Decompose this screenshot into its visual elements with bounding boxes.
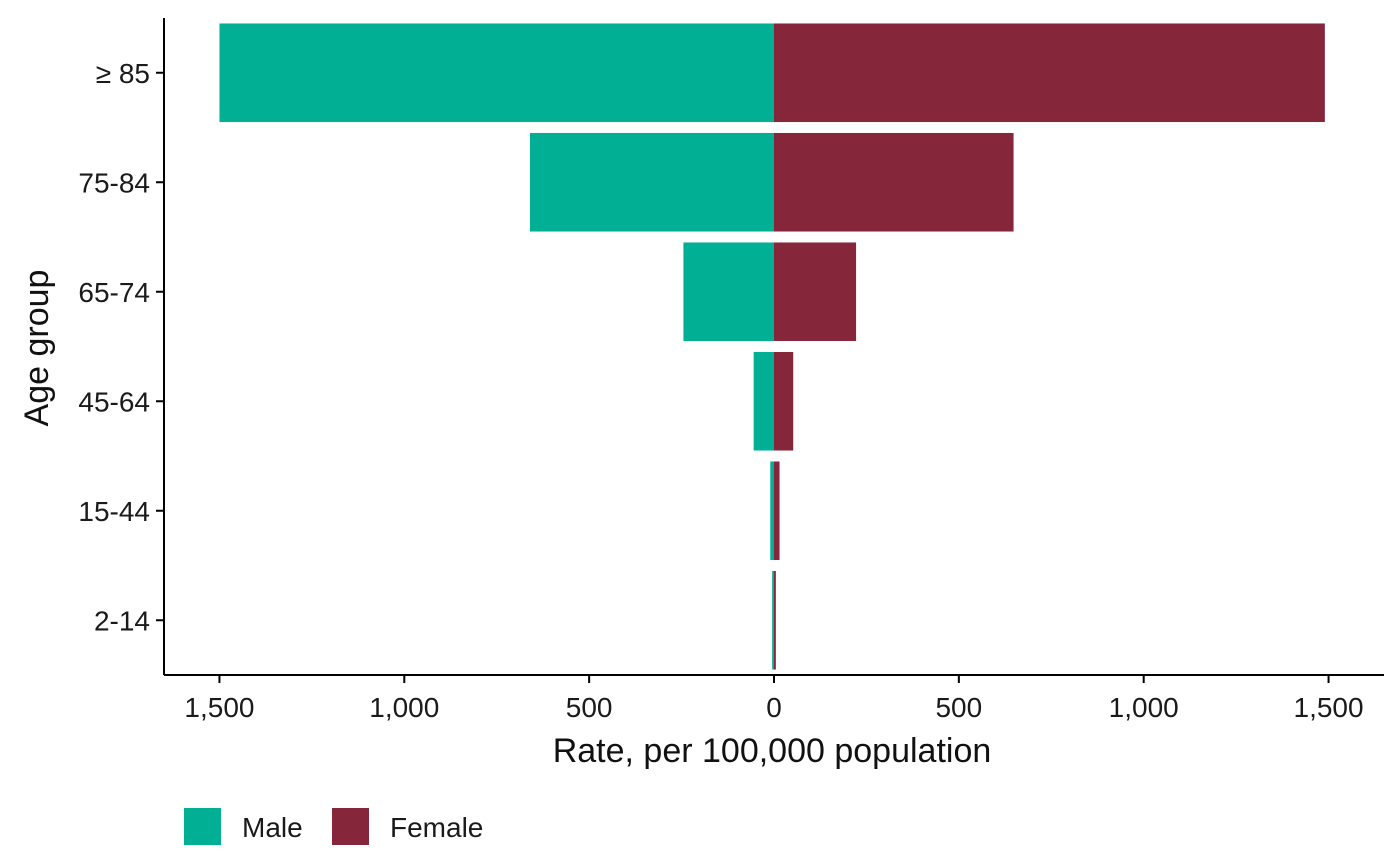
bar-female-2 [774,351,794,451]
legend-swatch-male [184,808,221,845]
bar-female-1 [774,461,780,561]
bar-female-3 [774,242,857,342]
y-tick-label: 2-14 [94,605,150,636]
legend: Male Female [184,808,483,845]
bar-male-3 [683,242,774,342]
bar-female-4 [774,132,1014,232]
x-tick-label: 1,500 [184,692,254,723]
bar-male-1 [770,461,774,561]
legend-label-male: Male [242,812,303,843]
bar-male-5 [219,23,775,123]
bar-female-0 [774,570,776,670]
legend-swatch-female [332,808,369,845]
x-tick-label: 500 [566,692,613,723]
y-tick-label: 75-84 [78,167,150,198]
bar-male-0 [772,570,774,670]
bar-male-2 [753,351,774,451]
x-tick-label: 1,500 [1294,692,1364,723]
x-tick-label: 500 [935,692,982,723]
x-axis-title: Rate, per 100,000 population [553,732,992,770]
y-axis-title: Age group [18,270,56,427]
legend-label-female: Female [390,812,483,843]
y-tick-label: 45-64 [78,386,150,417]
y-tick-label: ≥ 85 [96,58,150,89]
bar-female-5 [774,23,1325,123]
y-tick-label: 15-44 [78,496,150,527]
y-tick-label: 65-74 [78,277,150,308]
x-tick-label: 1,000 [369,692,439,723]
bar-male-4 [530,132,774,232]
x-tick-label: 0 [766,692,782,723]
bars-group [219,23,1325,670]
axes-group: 2-14 15-44 45-64 65-74 75-84 ≥ 85 1,500 1,000 50… [78,18,1384,723]
x-tick-label: 1,000 [1109,692,1179,723]
